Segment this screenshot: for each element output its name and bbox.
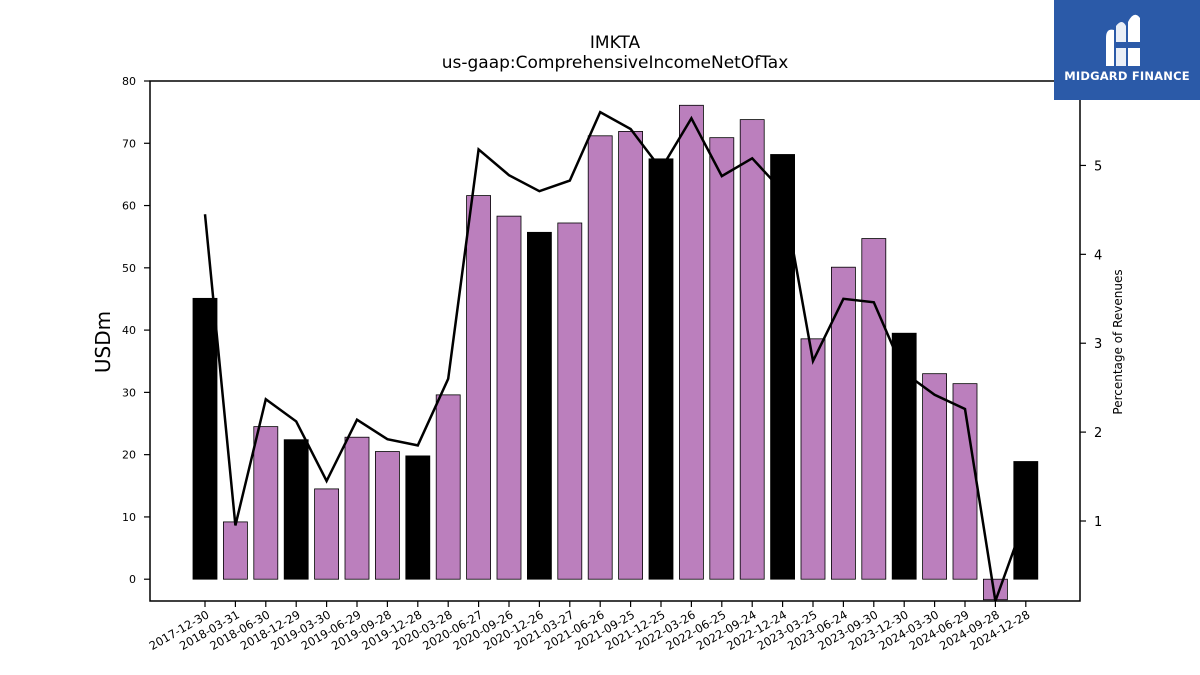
logo-mark-icon bbox=[1106, 14, 1140, 66]
y-tick-label: 20 bbox=[122, 449, 136, 462]
bar bbox=[587, 135, 613, 580]
bar bbox=[648, 158, 674, 580]
chart-title: IMKTA bbox=[590, 33, 641, 53]
bar bbox=[466, 195, 492, 580]
bar bbox=[679, 104, 704, 580]
y-tick-label: 80 bbox=[122, 75, 136, 88]
bar bbox=[861, 238, 887, 580]
bar bbox=[770, 154, 795, 580]
y-axis-label: USDm bbox=[91, 311, 115, 373]
bar bbox=[709, 137, 735, 580]
bar bbox=[496, 215, 522, 580]
y-tick-label: 60 bbox=[122, 200, 136, 213]
bar bbox=[374, 451, 400, 580]
y2-tick-label: 2 bbox=[1094, 426, 1102, 441]
y-tick-label: 0 bbox=[129, 573, 136, 586]
y2-axis-label: Percentage of Revenues bbox=[1111, 269, 1125, 414]
chart-subtitle: us-gaap:ComprehensiveIncomeNetOfTax bbox=[442, 53, 789, 73]
bar bbox=[253, 426, 279, 580]
bar bbox=[891, 332, 917, 580]
plot-frame bbox=[149, 80, 1081, 602]
bar bbox=[831, 266, 856, 580]
y2-tick-label: 3 bbox=[1094, 337, 1102, 352]
y-tick-label: 30 bbox=[122, 386, 136, 399]
bar bbox=[192, 297, 218, 580]
bar bbox=[1013, 461, 1039, 580]
bar bbox=[527, 231, 552, 580]
logo: MIDGARD FINANCE bbox=[1054, 0, 1200, 100]
logo-text: MIDGARD FINANCE bbox=[1064, 69, 1190, 83]
bar bbox=[344, 436, 370, 580]
y2-tick-label: 4 bbox=[1094, 248, 1102, 263]
bar bbox=[618, 131, 643, 580]
series-line bbox=[203, 110, 1027, 602]
y-tick-label: 70 bbox=[122, 137, 136, 150]
bar bbox=[435, 394, 461, 580]
line-group bbox=[203, 110, 1027, 602]
bar bbox=[800, 338, 826, 580]
bar bbox=[222, 521, 248, 580]
bars-group bbox=[192, 104, 1039, 601]
y-tick-label: 50 bbox=[122, 262, 136, 275]
bar bbox=[557, 222, 583, 580]
y2-tick-label: 5 bbox=[1094, 159, 1102, 174]
bar bbox=[739, 119, 765, 580]
y2-tick-label: 1 bbox=[1094, 515, 1102, 530]
bar bbox=[314, 488, 340, 580]
y-tick-label: 40 bbox=[122, 324, 136, 337]
bar bbox=[922, 373, 947, 580]
y-tick-label: 10 bbox=[122, 511, 136, 524]
bar bbox=[283, 439, 309, 580]
bar bbox=[405, 455, 431, 580]
